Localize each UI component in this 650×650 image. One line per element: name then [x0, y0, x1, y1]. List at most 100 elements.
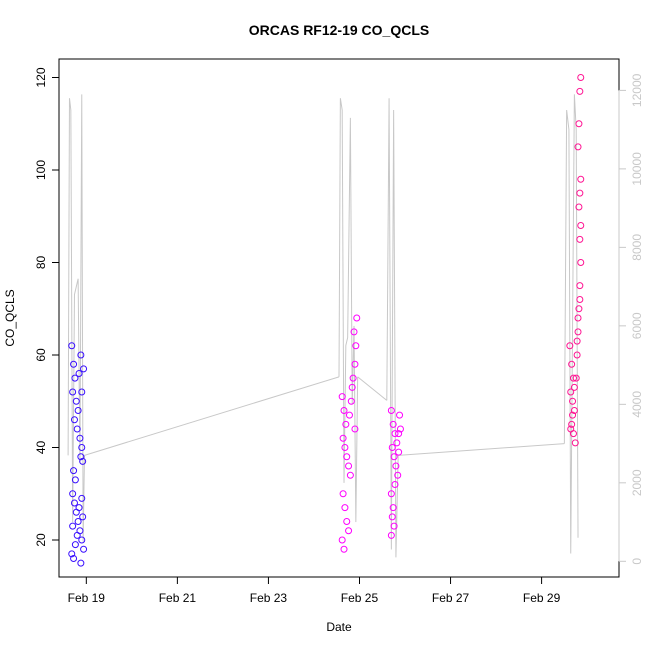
data-point	[339, 434, 347, 442]
x-tick-label: Feb 25	[341, 591, 379, 605]
y-tick-label: 100	[34, 160, 48, 180]
data-point	[396, 411, 404, 419]
y-tick-label: 40	[34, 441, 48, 455]
data-point	[570, 383, 578, 391]
data-point	[352, 342, 360, 350]
data-point	[575, 120, 583, 128]
data-point	[74, 518, 82, 525]
y-tick-label: 60	[34, 348, 48, 362]
data-point	[391, 481, 399, 488]
data-point	[70, 360, 78, 368]
data-point	[568, 360, 576, 368]
data-point	[395, 448, 403, 456]
data-point	[71, 541, 79, 549]
data-point	[388, 444, 396, 451]
y2-tick-label: 12000	[630, 73, 644, 107]
data-point	[338, 393, 346, 401]
data-point	[340, 407, 348, 414]
y2-tick-label: 8000	[630, 234, 644, 261]
data-point	[341, 444, 349, 451]
data-point	[575, 305, 583, 313]
data-point	[69, 490, 77, 498]
data-point	[338, 536, 346, 544]
data-point	[576, 235, 584, 243]
y2-tick-label: 2000	[630, 469, 644, 496]
data-point	[75, 370, 83, 377]
data-point	[569, 397, 577, 405]
data-point	[576, 189, 584, 197]
data-point	[577, 259, 585, 266]
data-point	[393, 439, 401, 447]
data-point	[351, 425, 359, 433]
data-point	[78, 536, 86, 544]
data-point	[394, 471, 402, 479]
data-point	[390, 453, 398, 461]
data-point	[69, 522, 77, 530]
data-point	[387, 490, 395, 498]
data-point	[347, 397, 355, 405]
data-point	[77, 351, 85, 359]
data-point	[577, 175, 585, 183]
data-point	[75, 504, 83, 512]
data-point	[70, 467, 78, 475]
data-point	[350, 328, 358, 336]
data-point	[71, 476, 79, 484]
data-point	[573, 337, 581, 345]
data-point	[387, 407, 395, 414]
data-point	[342, 420, 350, 428]
data-point	[68, 550, 76, 558]
data-point	[389, 504, 397, 512]
data-point	[567, 425, 575, 433]
altitude-track-line	[67, 94, 85, 542]
altitude-track-line	[563, 94, 579, 554]
data-point	[395, 430, 403, 438]
x-tick-label: Feb 27	[432, 591, 470, 605]
altitude-track-layer	[67, 94, 579, 558]
data-point	[396, 425, 404, 433]
data-point	[566, 342, 574, 350]
data-point	[68, 342, 76, 350]
data-point	[79, 457, 87, 465]
data-point	[78, 388, 86, 396]
y-tick-label: 80	[34, 256, 48, 270]
data-point	[572, 374, 580, 382]
data-point	[70, 416, 78, 424]
y-tick-label: 20	[34, 533, 48, 547]
data-point	[348, 383, 356, 391]
axes-layer: Feb 19 Feb 21 Feb 23 Feb 25 Feb 27 Feb 29 20 40…	[34, 67, 644, 605]
data-point	[77, 559, 85, 567]
data-point	[391, 430, 399, 438]
data-point	[389, 420, 397, 428]
x-tick-label: Feb 19	[68, 591, 106, 605]
data-point	[79, 513, 87, 521]
data-point	[388, 513, 396, 521]
data-point	[577, 74, 585, 81]
data-point	[77, 453, 85, 461]
altitude-connector-line	[357, 376, 388, 401]
data-point	[345, 527, 353, 535]
data-point	[78, 494, 86, 502]
data-point	[576, 282, 584, 290]
data-point	[345, 411, 353, 419]
altitude-track-line	[338, 98, 359, 523]
data-point	[341, 504, 349, 512]
data-point	[339, 490, 347, 498]
y-axis-label: CO_QCLS	[3, 289, 17, 346]
data-point	[351, 360, 359, 368]
data-point	[76, 434, 84, 442]
data-point	[343, 518, 351, 525]
data-point	[387, 531, 395, 539]
x-tick-label: Feb 23	[250, 591, 288, 605]
data-point	[353, 314, 361, 322]
data-point	[569, 374, 577, 382]
data-point	[73, 531, 81, 539]
data-point	[69, 388, 77, 396]
altitude-connector-line	[84, 376, 340, 456]
x-axis-label: Date	[326, 620, 352, 634]
data-point	[569, 411, 577, 419]
data-point	[80, 365, 88, 373]
x-tick-label: Feb 29	[523, 591, 561, 605]
altitude-connector-line	[398, 443, 565, 456]
data-point	[577, 222, 585, 229]
data-point	[570, 407, 578, 414]
